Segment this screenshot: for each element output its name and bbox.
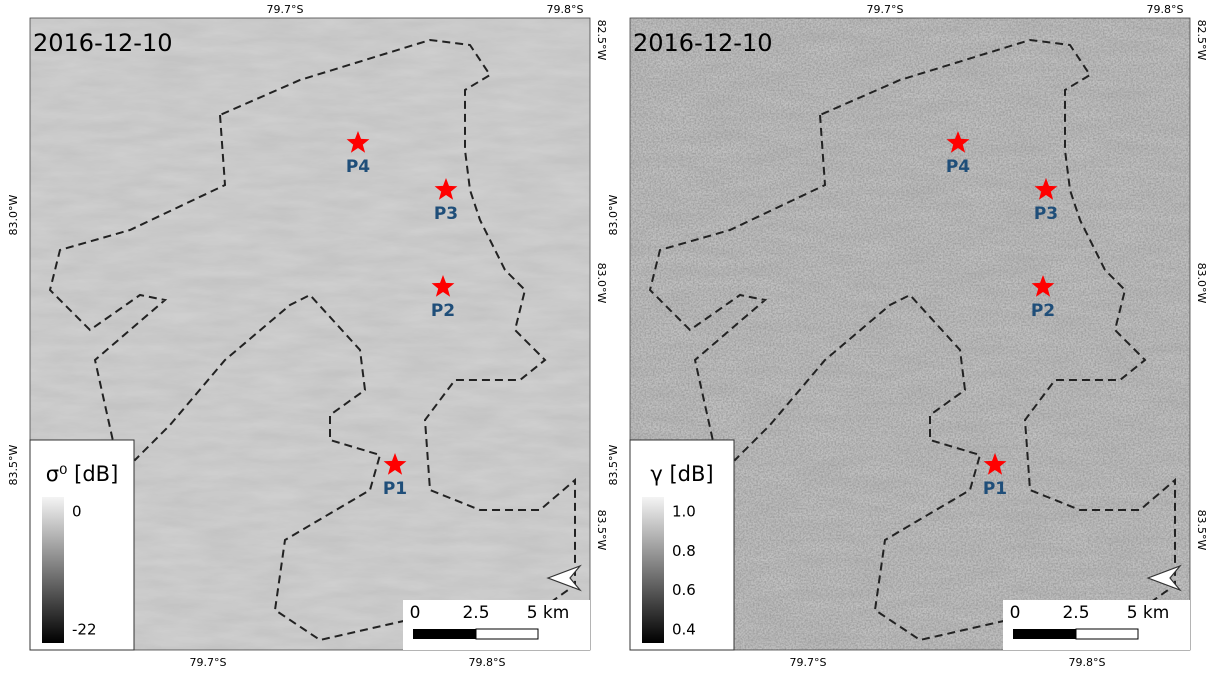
scalebar-white [476, 629, 538, 639]
point-label: P3 [434, 204, 458, 224]
point-label: P3 [1034, 204, 1058, 224]
point-label: P1 [383, 479, 407, 499]
colorbar [642, 497, 664, 643]
scale-label: 0 [410, 603, 421, 623]
point-label: P1 [983, 479, 1007, 499]
point-label: P4 [946, 157, 970, 177]
colorbar-label: 0.8 [672, 542, 696, 560]
lat-tick-bottom: 79.8°S [1069, 656, 1106, 669]
date-label: 2016-12-10 [33, 29, 172, 57]
legend-title: σ⁰ [dB] [46, 462, 119, 486]
figure: 2016-12-10 79.7°S 79.8°S 79.7°S 79.8°S 83.0°W… [0, 0, 1217, 675]
scalebar-black [1013, 629, 1076, 639]
lon-tick-right: 83.0°W [595, 263, 608, 304]
lat-tick-top: 79.7°S [867, 3, 904, 16]
colorbar-label: 1.0 [672, 503, 696, 521]
map-panel: 2016-12-10 79.7°S 79.8°S 79.7°S 79.8°S 83.0°W… [607, 3, 1208, 669]
lat-tick-bottom: 79.7°S [790, 656, 827, 669]
lat-tick-bottom: 79.7°S [190, 656, 227, 669]
colorbar [42, 497, 64, 643]
lon-tick-left: 83.0°W [607, 194, 620, 235]
lon-tick-right: 82.5°W [1195, 20, 1208, 61]
scalebar-white [1076, 629, 1138, 639]
map-panel: 2016-12-10 79.7°S 79.8°S 79.7°S 79.8°S 83.0°W… [7, 3, 608, 669]
lon-tick-right: 82.5°W [595, 20, 608, 61]
lat-tick-bottom: 79.8°S [469, 656, 506, 669]
lon-tick-right: 83.0°W [1195, 263, 1208, 304]
scale-label: 5 km [527, 603, 570, 623]
lon-tick-right: 83.5°W [1195, 510, 1208, 551]
scale-label: 5 km [1127, 603, 1170, 623]
lat-tick-top: 79.8°S [1147, 3, 1184, 16]
scale-label: 0 [1010, 603, 1021, 623]
date-label: 2016-12-10 [633, 29, 772, 57]
lon-tick-right: 83.5°W [595, 510, 608, 551]
colorbar-label: 0.6 [672, 581, 696, 599]
colorbar-label: 0.4 [672, 621, 696, 639]
colorbar-label: -22 [72, 621, 97, 639]
lon-tick-left: 83.5°W [7, 444, 20, 485]
point-label: P2 [1031, 301, 1055, 321]
point-label: P4 [346, 157, 370, 177]
lon-tick-left: 83.5°W [607, 444, 620, 485]
point-label: P2 [431, 301, 455, 321]
legend-title: γ [dB] [650, 462, 713, 486]
scale-label: 2.5 [462, 603, 489, 623]
scalebar-black [413, 629, 476, 639]
scale-label: 2.5 [1062, 603, 1089, 623]
lat-tick-top: 79.8°S [547, 3, 584, 16]
lon-tick-left: 83.0°W [7, 194, 20, 235]
colorbar-label: 0 [72, 503, 82, 521]
lat-tick-top: 79.7°S [267, 3, 304, 16]
